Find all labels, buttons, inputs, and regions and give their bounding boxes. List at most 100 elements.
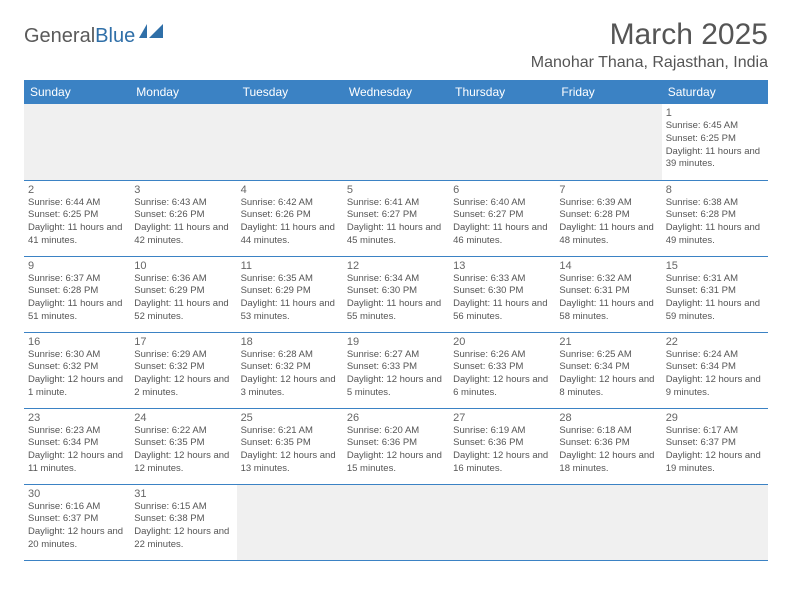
day-number: 14 <box>559 260 657 272</box>
title-block: March 2025 Manohar Thana, Rajasthan, Ind… <box>531 18 768 72</box>
day-info: Sunrise: 6:35 AMSunset: 6:29 PMDaylight:… <box>241 273 339 324</box>
day-info: Sunrise: 6:18 AMSunset: 6:36 PMDaylight:… <box>559 425 657 476</box>
calendar-day: 7Sunrise: 6:39 AMSunset: 6:28 PMDaylight… <box>555 180 661 256</box>
day-number: 12 <box>347 260 445 272</box>
logo: GeneralBlue <box>24 18 167 48</box>
header: GeneralBlue March 2025 Manohar Thana, Ra… <box>24 18 768 72</box>
day-info: Sunrise: 6:31 AMSunset: 6:31 PMDaylight:… <box>666 273 764 324</box>
calendar-empty <box>449 484 555 560</box>
day-info: Sunrise: 6:23 AMSunset: 6:34 PMDaylight:… <box>28 425 126 476</box>
day-number: 19 <box>347 336 445 348</box>
weekday-header: Tuesday <box>237 80 343 104</box>
day-number: 3 <box>134 184 232 196</box>
day-number: 18 <box>241 336 339 348</box>
day-info: Sunrise: 6:27 AMSunset: 6:33 PMDaylight:… <box>347 349 445 400</box>
day-number: 6 <box>453 184 551 196</box>
calendar-day: 23Sunrise: 6:23 AMSunset: 6:34 PMDayligh… <box>24 408 130 484</box>
calendar-day: 20Sunrise: 6:26 AMSunset: 6:33 PMDayligh… <box>449 332 555 408</box>
calendar-table: SundayMondayTuesdayWednesdayThursdayFrid… <box>24 80 768 561</box>
calendar-day: 27Sunrise: 6:19 AMSunset: 6:36 PMDayligh… <box>449 408 555 484</box>
day-info: Sunrise: 6:21 AMSunset: 6:35 PMDaylight:… <box>241 425 339 476</box>
calendar-empty <box>343 104 449 180</box>
calendar-day: 8Sunrise: 6:38 AMSunset: 6:28 PMDaylight… <box>662 180 768 256</box>
day-number: 5 <box>347 184 445 196</box>
calendar-day: 18Sunrise: 6:28 AMSunset: 6:32 PMDayligh… <box>237 332 343 408</box>
day-number: 22 <box>666 336 764 348</box>
day-info: Sunrise: 6:33 AMSunset: 6:30 PMDaylight:… <box>453 273 551 324</box>
day-info: Sunrise: 6:19 AMSunset: 6:36 PMDaylight:… <box>453 425 551 476</box>
day-info: Sunrise: 6:34 AMSunset: 6:30 PMDaylight:… <box>347 273 445 324</box>
location: Manohar Thana, Rajasthan, India <box>531 54 768 72</box>
calendar-empty <box>24 104 130 180</box>
calendar-row: 23Sunrise: 6:23 AMSunset: 6:34 PMDayligh… <box>24 408 768 484</box>
calendar-day: 30Sunrise: 6:16 AMSunset: 6:37 PMDayligh… <box>24 484 130 560</box>
day-number: 9 <box>28 260 126 272</box>
logo-text-2: Blue <box>95 25 135 48</box>
calendar-row: 16Sunrise: 6:30 AMSunset: 6:32 PMDayligh… <box>24 332 768 408</box>
calendar-day: 3Sunrise: 6:43 AMSunset: 6:26 PMDaylight… <box>130 180 236 256</box>
calendar-day: 6Sunrise: 6:40 AMSunset: 6:27 PMDaylight… <box>449 180 555 256</box>
calendar-day: 24Sunrise: 6:22 AMSunset: 6:35 PMDayligh… <box>130 408 236 484</box>
logo-text-1: General <box>24 25 95 48</box>
day-info: Sunrise: 6:40 AMSunset: 6:27 PMDaylight:… <box>453 197 551 248</box>
day-number: 2 <box>28 184 126 196</box>
month-title: March 2025 <box>531 18 768 52</box>
weekday-header: Thursday <box>449 80 555 104</box>
flag-icon <box>139 24 167 48</box>
day-info: Sunrise: 6:42 AMSunset: 6:26 PMDaylight:… <box>241 197 339 248</box>
day-info: Sunrise: 6:37 AMSunset: 6:28 PMDaylight:… <box>28 273 126 324</box>
day-number: 10 <box>134 260 232 272</box>
day-info: Sunrise: 6:26 AMSunset: 6:33 PMDaylight:… <box>453 349 551 400</box>
calendar-empty <box>555 104 661 180</box>
day-number: 8 <box>666 184 764 196</box>
calendar-day: 19Sunrise: 6:27 AMSunset: 6:33 PMDayligh… <box>343 332 449 408</box>
calendar-row: 9Sunrise: 6:37 AMSunset: 6:28 PMDaylight… <box>24 256 768 332</box>
calendar-day: 13Sunrise: 6:33 AMSunset: 6:30 PMDayligh… <box>449 256 555 332</box>
day-number: 31 <box>134 488 232 500</box>
day-number: 21 <box>559 336 657 348</box>
calendar-day: 22Sunrise: 6:24 AMSunset: 6:34 PMDayligh… <box>662 332 768 408</box>
day-info: Sunrise: 6:32 AMSunset: 6:31 PMDaylight:… <box>559 273 657 324</box>
day-number: 30 <box>28 488 126 500</box>
day-info: Sunrise: 6:15 AMSunset: 6:38 PMDaylight:… <box>134 501 232 552</box>
calendar-row: 1Sunrise: 6:45 AMSunset: 6:25 PMDaylight… <box>24 104 768 180</box>
day-info: Sunrise: 6:45 AMSunset: 6:25 PMDaylight:… <box>666 120 764 171</box>
calendar-day: 16Sunrise: 6:30 AMSunset: 6:32 PMDayligh… <box>24 332 130 408</box>
calendar-day: 31Sunrise: 6:15 AMSunset: 6:38 PMDayligh… <box>130 484 236 560</box>
day-number: 1 <box>666 107 764 119</box>
calendar-row: 2Sunrise: 6:44 AMSunset: 6:25 PMDaylight… <box>24 180 768 256</box>
weekday-header: Friday <box>555 80 661 104</box>
weekday-header: Saturday <box>662 80 768 104</box>
day-info: Sunrise: 6:16 AMSunset: 6:37 PMDaylight:… <box>28 501 126 552</box>
calendar-day: 2Sunrise: 6:44 AMSunset: 6:25 PMDaylight… <box>24 180 130 256</box>
day-info: Sunrise: 6:29 AMSunset: 6:32 PMDaylight:… <box>134 349 232 400</box>
calendar-header-row: SundayMondayTuesdayWednesdayThursdayFrid… <box>24 80 768 104</box>
day-number: 24 <box>134 412 232 424</box>
day-number: 29 <box>666 412 764 424</box>
calendar-day: 4Sunrise: 6:42 AMSunset: 6:26 PMDaylight… <box>237 180 343 256</box>
calendar-day: 12Sunrise: 6:34 AMSunset: 6:30 PMDayligh… <box>343 256 449 332</box>
calendar-empty <box>662 484 768 560</box>
calendar-empty <box>130 104 236 180</box>
calendar-empty <box>555 484 661 560</box>
day-info: Sunrise: 6:24 AMSunset: 6:34 PMDaylight:… <box>666 349 764 400</box>
day-info: Sunrise: 6:22 AMSunset: 6:35 PMDaylight:… <box>134 425 232 476</box>
day-number: 15 <box>666 260 764 272</box>
calendar-empty <box>343 484 449 560</box>
day-number: 20 <box>453 336 551 348</box>
weekday-header: Monday <box>130 80 236 104</box>
calendar-day: 15Sunrise: 6:31 AMSunset: 6:31 PMDayligh… <box>662 256 768 332</box>
calendar-empty <box>237 484 343 560</box>
day-info: Sunrise: 6:39 AMSunset: 6:28 PMDaylight:… <box>559 197 657 248</box>
day-number: 17 <box>134 336 232 348</box>
day-info: Sunrise: 6:43 AMSunset: 6:26 PMDaylight:… <box>134 197 232 248</box>
calendar-day: 26Sunrise: 6:20 AMSunset: 6:36 PMDayligh… <box>343 408 449 484</box>
day-info: Sunrise: 6:17 AMSunset: 6:37 PMDaylight:… <box>666 425 764 476</box>
day-info: Sunrise: 6:36 AMSunset: 6:29 PMDaylight:… <box>134 273 232 324</box>
calendar-day: 25Sunrise: 6:21 AMSunset: 6:35 PMDayligh… <box>237 408 343 484</box>
day-number: 4 <box>241 184 339 196</box>
day-info: Sunrise: 6:20 AMSunset: 6:36 PMDaylight:… <box>347 425 445 476</box>
calendar-empty <box>237 104 343 180</box>
calendar-day: 9Sunrise: 6:37 AMSunset: 6:28 PMDaylight… <box>24 256 130 332</box>
calendar-day: 21Sunrise: 6:25 AMSunset: 6:34 PMDayligh… <box>555 332 661 408</box>
